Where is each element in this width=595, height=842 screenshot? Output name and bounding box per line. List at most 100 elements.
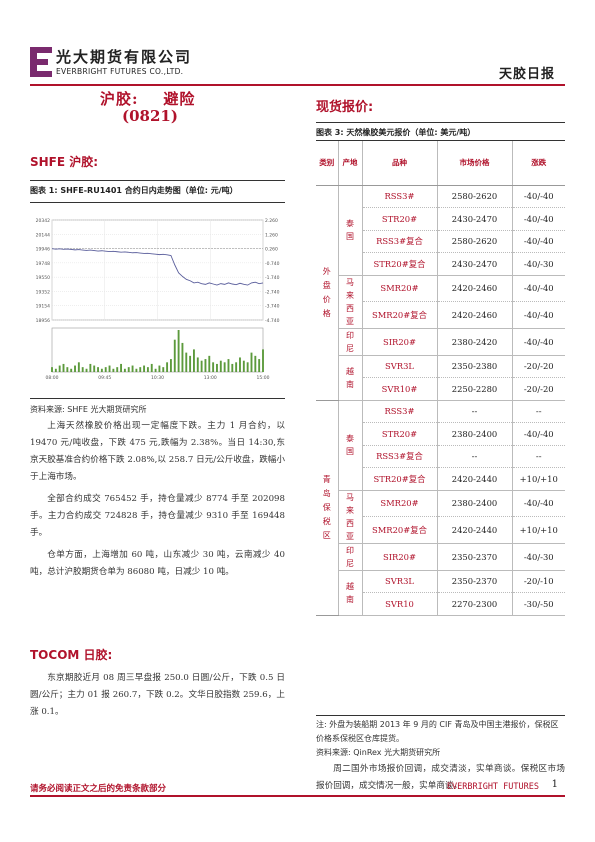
y-left-tick-label: 18956 <box>36 318 50 324</box>
volume-bar <box>231 363 234 372</box>
spot-price-table-wrap: 类别 产地 品种 市场价格 涨跌 外盘价格泰国 RSS3# 2580-2620 -40… <box>316 141 565 616</box>
volume-bar <box>239 357 241 372</box>
origin-cell: 印尼 <box>338 543 363 571</box>
header-rule <box>30 84 565 86</box>
tocom-heading: TOCOM 日胶: <box>30 648 113 662</box>
volume-bar <box>223 362 226 372</box>
origin-cell: 马来西亚 <box>338 490 363 544</box>
page-number: 1 <box>551 779 558 790</box>
figure1-source: 资料来源: SHFE 光大期货研究所 <box>30 405 147 414</box>
volume-bar <box>123 368 126 372</box>
report-type: 天胶日报 <box>498 67 555 82</box>
volume-bar <box>246 362 249 372</box>
y-left-tick-label: 19550 <box>36 275 50 281</box>
caption-rule-bottom <box>30 202 285 203</box>
volume-bar <box>97 367 99 372</box>
change-cell: -40/-40 <box>512 275 565 302</box>
table-caption-rule-bottom <box>316 140 565 141</box>
volume-bar <box>166 362 169 372</box>
volume-bar <box>70 368 73 372</box>
x-tick-label: 09:45 <box>98 375 111 381</box>
col-price: 市场价格 <box>437 141 513 186</box>
origin-cell: 越南 <box>338 570 363 616</box>
tocom-paragraph: 东京期胶近月 08 周三早盘报 250.0 日圆/公斤，下跌 0.5 日圆/公斤… <box>30 673 285 717</box>
grade-cell: SVR10 <box>362 592 438 616</box>
table-row: SVR10 2270-2300 -30/-50 <box>316 592 565 616</box>
table-row: 马来西亚 SMR20# 2420-2460 -40/-40 <box>316 275 565 329</box>
change-cell: -40/-30 <box>512 252 565 276</box>
origin-cell: 印尼 <box>338 328 363 356</box>
change-cell: -40/-40 <box>512 328 565 356</box>
volume-bar <box>169 359 172 372</box>
price-cell: 2380-2400 <box>437 490 513 517</box>
price-cell: 2430-2470 <box>437 252 513 276</box>
change-cell: -40/-40 <box>512 301 565 329</box>
report-title: 沪胶: 避险 <box>100 90 196 108</box>
volume-bar <box>181 342 184 372</box>
volume-bar <box>204 359 207 372</box>
change-cell: -20/-20 <box>512 377 565 401</box>
footer-disclaimer: 请务必阅读正文之后的免责条款部分 <box>30 784 167 794</box>
volume-bar <box>116 367 119 372</box>
table-row: STR20# 2430-2470 -40/-40 <box>316 207 565 231</box>
price-cell: 2580-2620 <box>437 230 513 253</box>
table-row: STR20#复合 2420-2440 +10/+10 <box>316 467 565 491</box>
spot-heading: 现货报价: <box>316 100 374 115</box>
price-cell: 2350-2370 <box>437 570 513 593</box>
volume-bar <box>235 362 238 372</box>
volume-bar <box>58 365 61 372</box>
y-left-tick-label: 19352 <box>36 289 50 295</box>
col-category: 类别 <box>316 141 339 186</box>
volume-bar <box>77 362 80 372</box>
x-tick-label: 15:00 <box>257 375 270 381</box>
volume-bar <box>62 363 65 372</box>
table-row: RSS3#复合 -- -- <box>316 445 565 468</box>
y-right-tick-label: -1.740 <box>265 275 280 281</box>
volume-bar <box>242 360 245 372</box>
price-cell: 2420-2440 <box>437 467 513 491</box>
y-right-tick-label: -2.740 <box>265 289 280 295</box>
company-logo <box>30 47 52 77</box>
change-cell: -40/-30 <box>512 543 565 571</box>
grade-cell: SVR3L <box>362 570 438 593</box>
report-code: (0821) <box>122 107 178 125</box>
y-left-tick-label: 19748 <box>36 261 50 267</box>
table-row: 印尼 SIR20# 2350-2370 -40/-30 <box>316 543 565 571</box>
y-left-tick-label: 19154 <box>36 304 50 310</box>
volume-bar <box>112 368 115 372</box>
grade-cell: STR20#复合 <box>362 467 438 491</box>
table-header-row: 类别 产地 品种 市场价格 涨跌 <box>316 141 565 186</box>
chart-left-axis: 20342 20144 19946 19748 19550 19352 19154 18956 <box>36 218 50 324</box>
table-note: 注: 外盘为装船期 2013 年 9 月的 CIF 青岛及中国主港报价，保税区价… <box>316 720 559 743</box>
price-cell: 2350-2370 <box>437 543 513 571</box>
table-row: 越南 SVR3L 2350-2380 -20/-20 <box>316 355 565 401</box>
volume-bar <box>227 359 230 372</box>
table-caption: 图表 3: 天然橡胶美元报价（单位: 美元/吨） <box>316 128 476 137</box>
volume-bar <box>196 357 199 372</box>
volume-bar <box>54 368 57 372</box>
change-cell: +10/+10 <box>512 467 565 491</box>
volume-bar <box>254 355 257 372</box>
chart-x-axis: 08:00 09:45 10:30 13:00 15:00 <box>46 375 270 381</box>
price-cell: -- <box>437 400 513 423</box>
price-cell: 2380-2400 <box>437 422 513 446</box>
volume-bar <box>139 367 142 372</box>
volume-bar <box>89 363 92 372</box>
grade-cell: STR20# <box>362 207 438 231</box>
volume-bar <box>200 360 203 372</box>
price-cell: 2580-2620 <box>437 185 513 208</box>
shfe-paragraph-1: 上海天然橡胶价格出现一定幅度下跌。主力 1 月合约，以 19470 元/吨收盘，… <box>30 421 285 482</box>
category-cell: 青岛保税区 <box>316 400 339 616</box>
volume-bar <box>193 349 195 372</box>
change-cell: -20/-10 <box>512 570 565 593</box>
x-tick-label: 10:30 <box>151 375 164 381</box>
volume-bar <box>104 367 107 372</box>
grade-cell: RSS3# <box>362 185 438 208</box>
volume-bar <box>100 368 103 372</box>
volume-bar <box>127 367 130 372</box>
chart-volume-bars <box>51 330 264 372</box>
grade-cell: SVR3L <box>362 355 438 378</box>
spot-price-table: 类别 产地 品种 市场价格 涨跌 外盘价格泰国 RSS3# 2580-2620 -40… <box>316 141 565 616</box>
origin-cell: 泰国 <box>338 400 363 491</box>
change-cell: -40/-40 <box>512 490 565 517</box>
